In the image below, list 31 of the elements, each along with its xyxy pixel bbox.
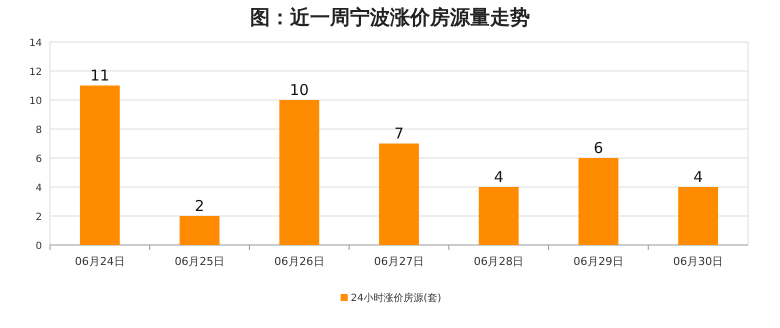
data-label: 4 [494, 168, 504, 186]
legend-label: 24小时涨价房源(套) [350, 292, 442, 304]
bar [279, 100, 320, 245]
x-tick-label: 06月29日 [573, 255, 624, 268]
data-label: 11 [90, 66, 110, 84]
y-tick-label: 2 [36, 212, 42, 223]
data-label: 4 [693, 168, 703, 186]
data-label: 6 [594, 139, 604, 157]
data-label: 10 [290, 81, 309, 99]
y-tick-label: 6 [36, 154, 42, 165]
data-label: 2 [194, 197, 204, 215]
x-tick-label: 06月25日 [174, 255, 225, 268]
chart-title: 图：近一周宁波涨价房源量走势 [250, 5, 530, 29]
bar [478, 187, 519, 245]
bar [678, 187, 718, 245]
bar [578, 158, 618, 245]
bar [379, 144, 419, 245]
y-tick-label: 14 [29, 38, 42, 49]
y-tick-label: 0 [36, 241, 42, 252]
x-tick-label: 06月27日 [374, 255, 424, 268]
x-tick-label: 06月26日 [274, 255, 324, 268]
y-tick-label: 4 [36, 183, 42, 194]
x-tick-label: 06月30日 [673, 255, 724, 268]
y-tick-label: 8 [36, 125, 42, 136]
y-tick-label: 10 [29, 96, 42, 107]
x-tick-label: 06月28日 [474, 255, 524, 268]
bar [180, 216, 220, 245]
y-tick-label: 12 [29, 67, 42, 78]
bar [80, 86, 120, 245]
data-label: 7 [394, 124, 404, 142]
x-tick-label: 06月24日 [74, 255, 125, 268]
